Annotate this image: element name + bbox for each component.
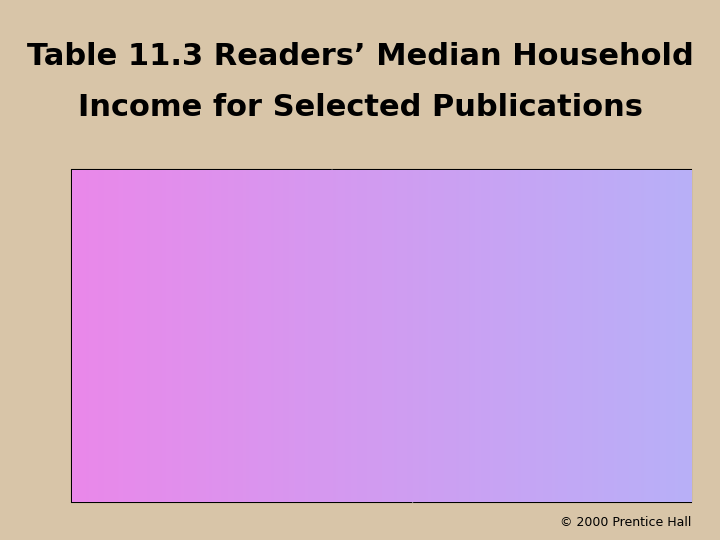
Bar: [72, 170, 691, 502]
Text: Car & Driver: Car & Driver: [86, 454, 175, 467]
Bar: [0, 170, 72, 502]
Text: Table 11.3 Readers’ Median Household: Table 11.3 Readers’ Median Household: [27, 42, 693, 71]
Text: 78,093.1: 78,093.1: [493, 255, 554, 268]
Text: 49,561.4: 49,561.4: [493, 476, 554, 490]
Text: Wall Street Journal: Wall Street Journal: [86, 211, 221, 224]
Text: Architectural Digest: Architectural Digest: [86, 277, 230, 290]
Text: 52,283.5: 52,283.5: [493, 432, 554, 445]
Text: MEDIAN HOUSEHOLD INCOME: MEDIAN HOUSEHOLD INCOME: [462, 190, 647, 200]
Bar: [691, 170, 720, 502]
Bar: [0, 502, 720, 540]
Text: 71,483.6: 71,483.6: [493, 277, 554, 290]
Text: 64,423.2: 64,423.2: [493, 321, 554, 334]
Text: New York Times Daily: New York Times Daily: [86, 255, 239, 268]
Text: 55,5646: 55,5646: [498, 388, 554, 401]
Text: Income for Selected Publications: Income for Selected Publications: [78, 93, 642, 123]
Text: 83,075.5: 83,075.5: [493, 233, 554, 246]
Text: New Yorker: New Yorker: [86, 366, 167, 379]
Text: PC World: PC World: [86, 343, 152, 356]
Text: National Geographic: National Geographic: [86, 476, 232, 490]
Text: Money: Money: [86, 321, 133, 334]
Text: NEWSPAPER/MAGAZINE: NEWSPAPER/MAGAZINE: [86, 190, 234, 200]
Text: © 2000 Prentice Hall: © 2000 Prentice Hall: [560, 516, 691, 529]
Text: Forbes: Forbes: [86, 299, 133, 312]
Text: $86,109.4: $86,109.4: [485, 211, 554, 224]
Text: 59,471.0: 59,471.0: [493, 366, 554, 379]
Text: Newsweek: Newsweek: [86, 410, 159, 423]
Text: 54,842.2: 54,842.2: [493, 410, 554, 423]
Text: 52,338.0: 52,338.0: [493, 454, 554, 467]
Bar: [0, 0, 720, 170]
Text: 60,680.4: 60,680.4: [493, 343, 554, 356]
Text: Smithsonian: Smithsonian: [86, 388, 175, 401]
Text: Time: Time: [86, 432, 122, 445]
Text: Barron’s: Barron’s: [86, 233, 148, 246]
Text: 68,518.7: 68,518.7: [493, 299, 554, 312]
